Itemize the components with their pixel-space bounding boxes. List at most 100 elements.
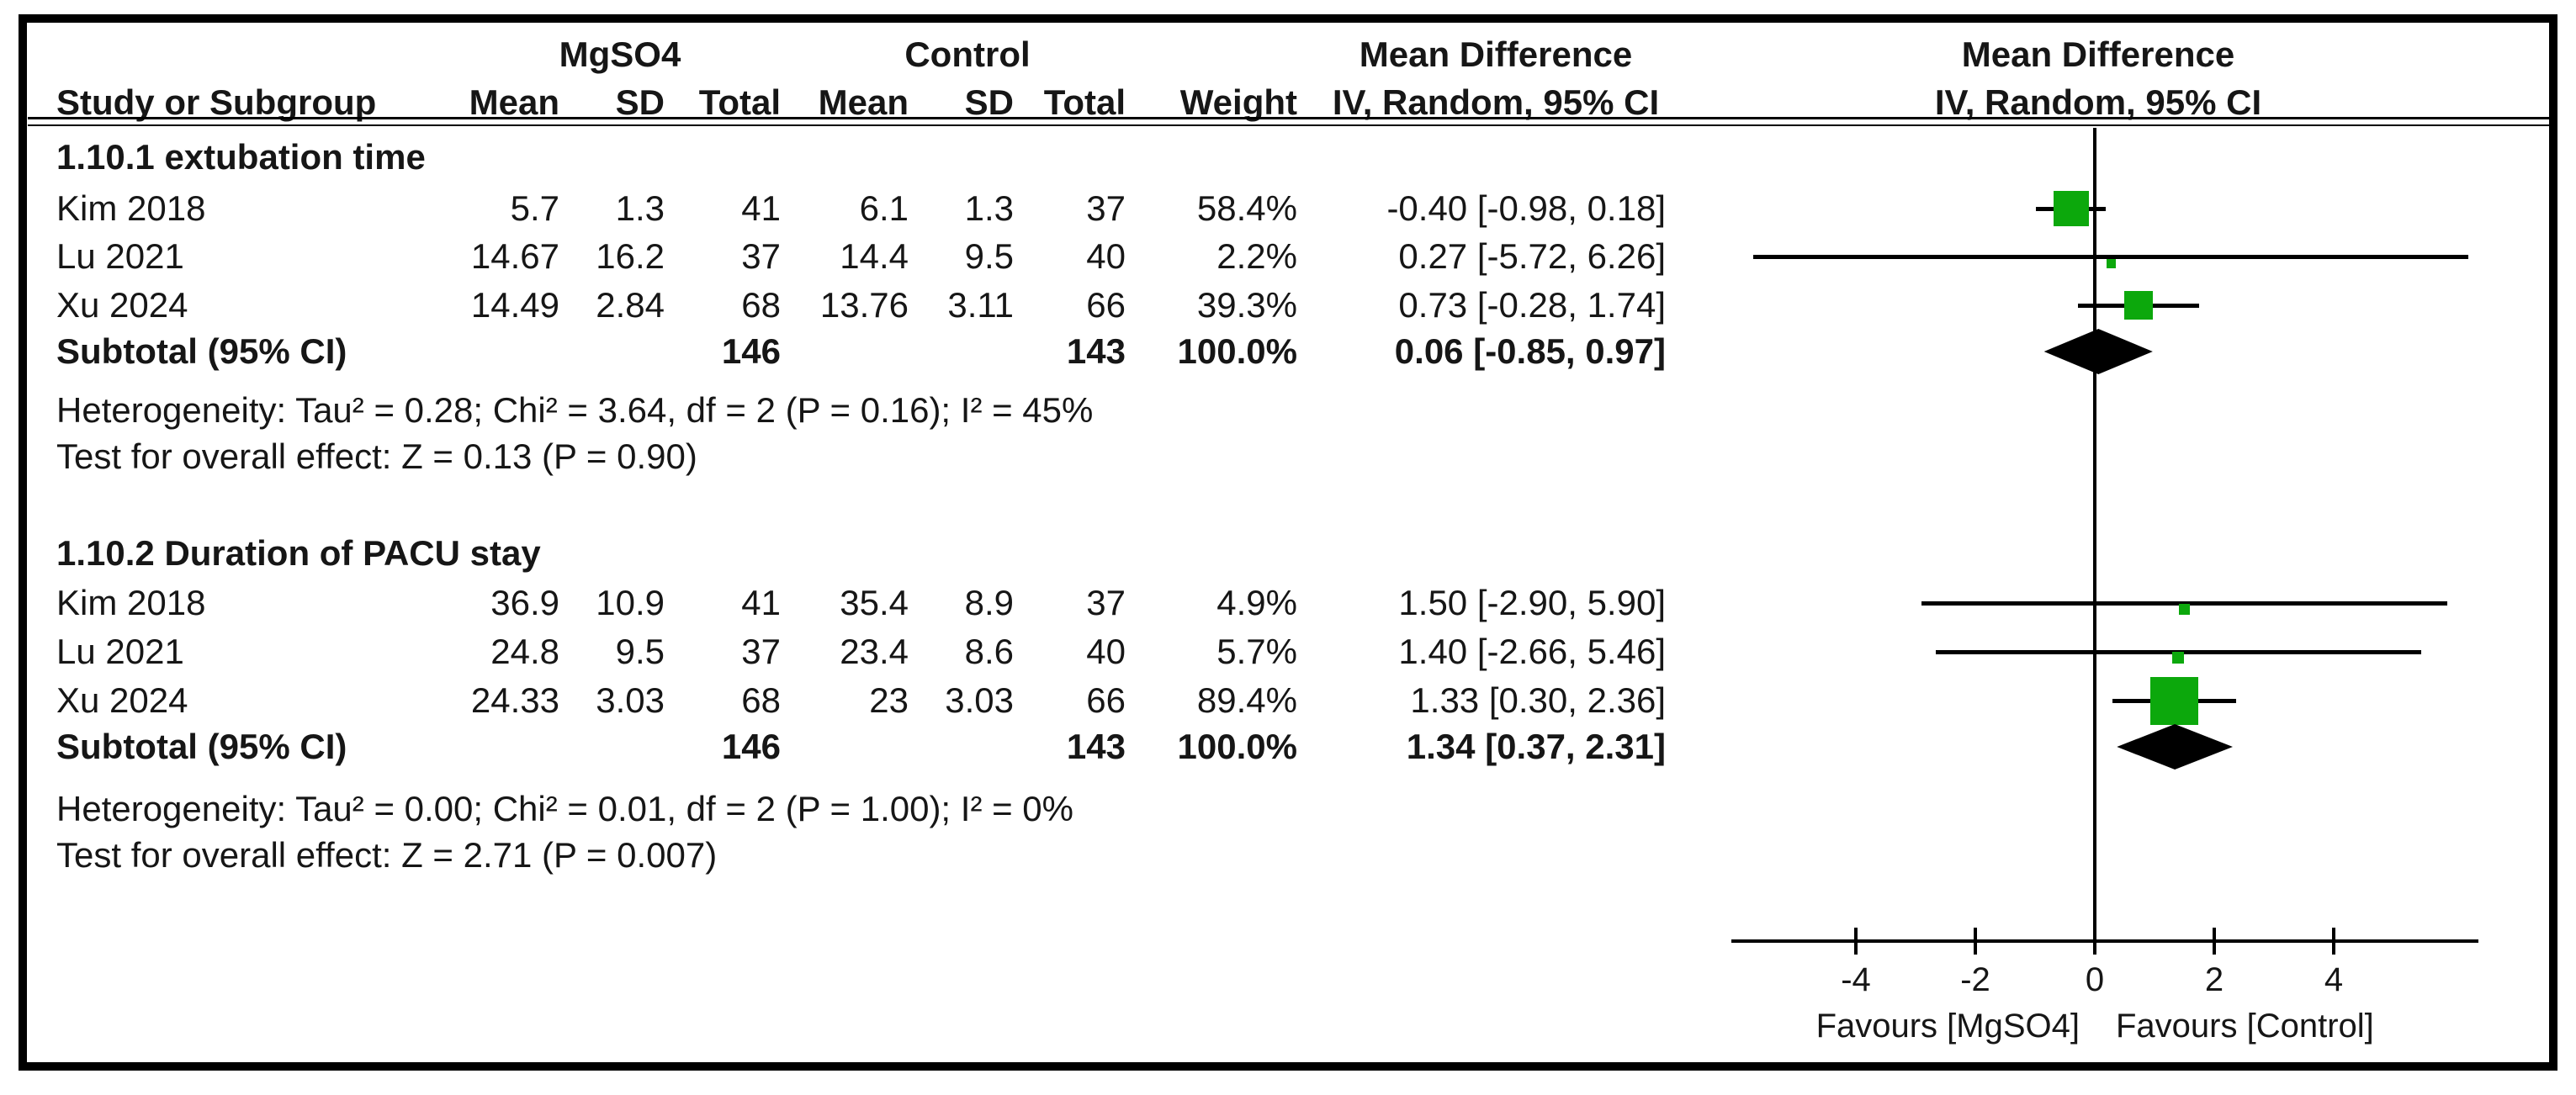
study-weight: 2.2% (1216, 236, 1297, 276)
study-md-ci-text: 0.27 [-5.72, 6.26] (1398, 236, 1666, 276)
effect-marker-square (2172, 652, 2185, 664)
study-mean1: 14.49 (470, 285, 559, 325)
group-header-mgso4: MgSO4 (559, 34, 681, 74)
study-weight: 39.3% (1196, 285, 1297, 325)
study-name: Kim 2018 (56, 188, 206, 228)
md-column-subtitle: IV, Random, 95% CI (1332, 82, 1660, 122)
subtotal-md-ci-text: 0.06 [-0.85, 0.97] (1394, 331, 1666, 371)
study-sd1: 10.9 (596, 583, 665, 622)
heterogeneity-text: Heterogeneity: Tau² = 0.00; Chi² = 0.01,… (56, 789, 1073, 828)
x-tick-label--2: -2 (1960, 961, 1990, 998)
study-md-ci-text: 1.33 [0.30, 2.36] (1410, 680, 1666, 720)
subtotal-total-control: 143 (1066, 331, 1126, 371)
x-tick-mark--2 (1974, 928, 1977, 955)
plot-subtitle: IV, Random, 95% CI (1934, 82, 2262, 122)
column-header-sd-1: SD (615, 82, 665, 122)
x-tick-mark-0 (2093, 928, 2096, 955)
subtotal-label: Subtotal (95% CI) (56, 727, 347, 766)
study-sd1: 9.5 (615, 632, 665, 671)
study-mean1: 24.33 (470, 680, 559, 720)
subtotal-total-mgso4: 146 (721, 727, 781, 766)
header-rule-bottom (28, 124, 2549, 126)
study-mean1: 5.7 (510, 188, 559, 228)
subgroup-title: 1.10.2 Duration of PACU stay (56, 533, 541, 573)
column-header-sd-4: SD (964, 82, 1014, 122)
study-total2: 40 (1086, 632, 1126, 671)
x-axis-line (1731, 939, 2478, 943)
study-md-ci-text: 0.73 [-0.28, 1.74] (1398, 285, 1666, 325)
favours-right-label: Favours [Control] (2116, 1008, 2374, 1045)
study-weight: 89.4% (1196, 680, 1297, 720)
study-mean1: 24.8 (490, 632, 559, 671)
study-name: Xu 2024 (56, 285, 188, 325)
md-column-title: Mean Difference (1359, 34, 1633, 74)
column-header-total-2: Total (698, 82, 781, 122)
study-name: Xu 2024 (56, 680, 188, 720)
study-md-ci-text: 1.50 [-2.90, 5.90] (1398, 583, 1666, 622)
effect-marker-square (2123, 291, 2153, 320)
study-weight: 58.4% (1196, 188, 1297, 228)
x-tick-label--4: -4 (1841, 961, 1871, 998)
study-sd1: 3.03 (596, 680, 665, 720)
overall-effect-text: Test for overall effect: Z = 2.71 (P = 0… (56, 835, 718, 875)
study-sd2: 8.9 (964, 583, 1014, 622)
study-total2: 66 (1086, 680, 1126, 720)
effect-marker-square (2106, 258, 2116, 268)
figure-border (19, 14, 2557, 1071)
zero-line (2093, 128, 2096, 943)
study-mean1: 14.67 (470, 236, 559, 276)
study-sd1: 16.2 (596, 236, 665, 276)
study-sd2: 9.5 (964, 236, 1014, 276)
subtotal-label: Subtotal (95% CI) (56, 331, 347, 371)
study-total2: 37 (1086, 188, 1126, 228)
subgroup-title: 1.10.1 extubation time (56, 137, 426, 177)
column-header-total-5: Total (1043, 82, 1126, 122)
study-sd1: 1.3 (615, 188, 665, 228)
group-header-control: Control (904, 34, 1031, 74)
ci-line (1752, 255, 2469, 259)
study-total1: 68 (741, 680, 781, 720)
study-sd2: 3.11 (947, 285, 1014, 325)
x-tick-mark-2 (2213, 928, 2216, 955)
column-header-mean-3: Mean (818, 82, 909, 122)
overall-effect-text: Test for overall effect: Z = 0.13 (P = 0… (56, 436, 697, 476)
study-mean1: 36.9 (490, 583, 559, 622)
study-mean2: 35.4 (840, 583, 909, 622)
study-name: Lu 2021 (56, 632, 184, 671)
study-total1: 37 (741, 236, 781, 276)
study-md-ci-text: 1.40 [-2.66, 5.46] (1398, 632, 1666, 671)
study-sd2: 8.6 (964, 632, 1014, 671)
subtotal-total-control: 143 (1066, 727, 1126, 766)
column-header-mean-0: Mean (469, 82, 559, 122)
favours-left-label: Favours [MgSO4] (1815, 1008, 2080, 1045)
study-total1: 37 (741, 632, 781, 671)
study-column-header: Study or Subgroup (56, 82, 377, 122)
header-rule-top (28, 117, 2549, 119)
study-mean2: 13.76 (819, 285, 909, 325)
plot-title: Mean Difference (1961, 34, 2235, 74)
study-mean2: 23 (869, 680, 909, 720)
x-tick-mark--4 (1854, 928, 1858, 955)
study-total1: 41 (741, 188, 781, 228)
study-total2: 40 (1086, 236, 1126, 276)
study-weight: 5.7% (1216, 632, 1297, 671)
subtotal-total-mgso4: 146 (721, 331, 781, 371)
study-sd2: 3.03 (945, 680, 1014, 720)
study-name: Lu 2021 (56, 236, 184, 276)
subtotal-md-ci-text: 1.34 [0.37, 2.31] (1406, 727, 1666, 766)
study-mean2: 23.4 (840, 632, 909, 671)
column-header-weight-6: Weight (1179, 82, 1297, 122)
study-mean2: 6.1 (859, 188, 909, 228)
study-sd2: 1.3 (964, 188, 1014, 228)
study-total1: 68 (741, 285, 781, 325)
study-sd1: 2.84 (596, 285, 665, 325)
study-total2: 66 (1086, 285, 1126, 325)
study-total1: 41 (741, 583, 781, 622)
study-mean2: 14.4 (840, 236, 909, 276)
x-tick-mark-4 (2332, 928, 2335, 955)
x-tick-label-4: 4 (2324, 961, 2344, 998)
subtotal-weight: 100.0% (1177, 727, 1297, 766)
effect-marker-square (2053, 191, 2089, 226)
effect-marker-square (2179, 603, 2190, 615)
x-tick-label-2: 2 (2204, 961, 2224, 998)
